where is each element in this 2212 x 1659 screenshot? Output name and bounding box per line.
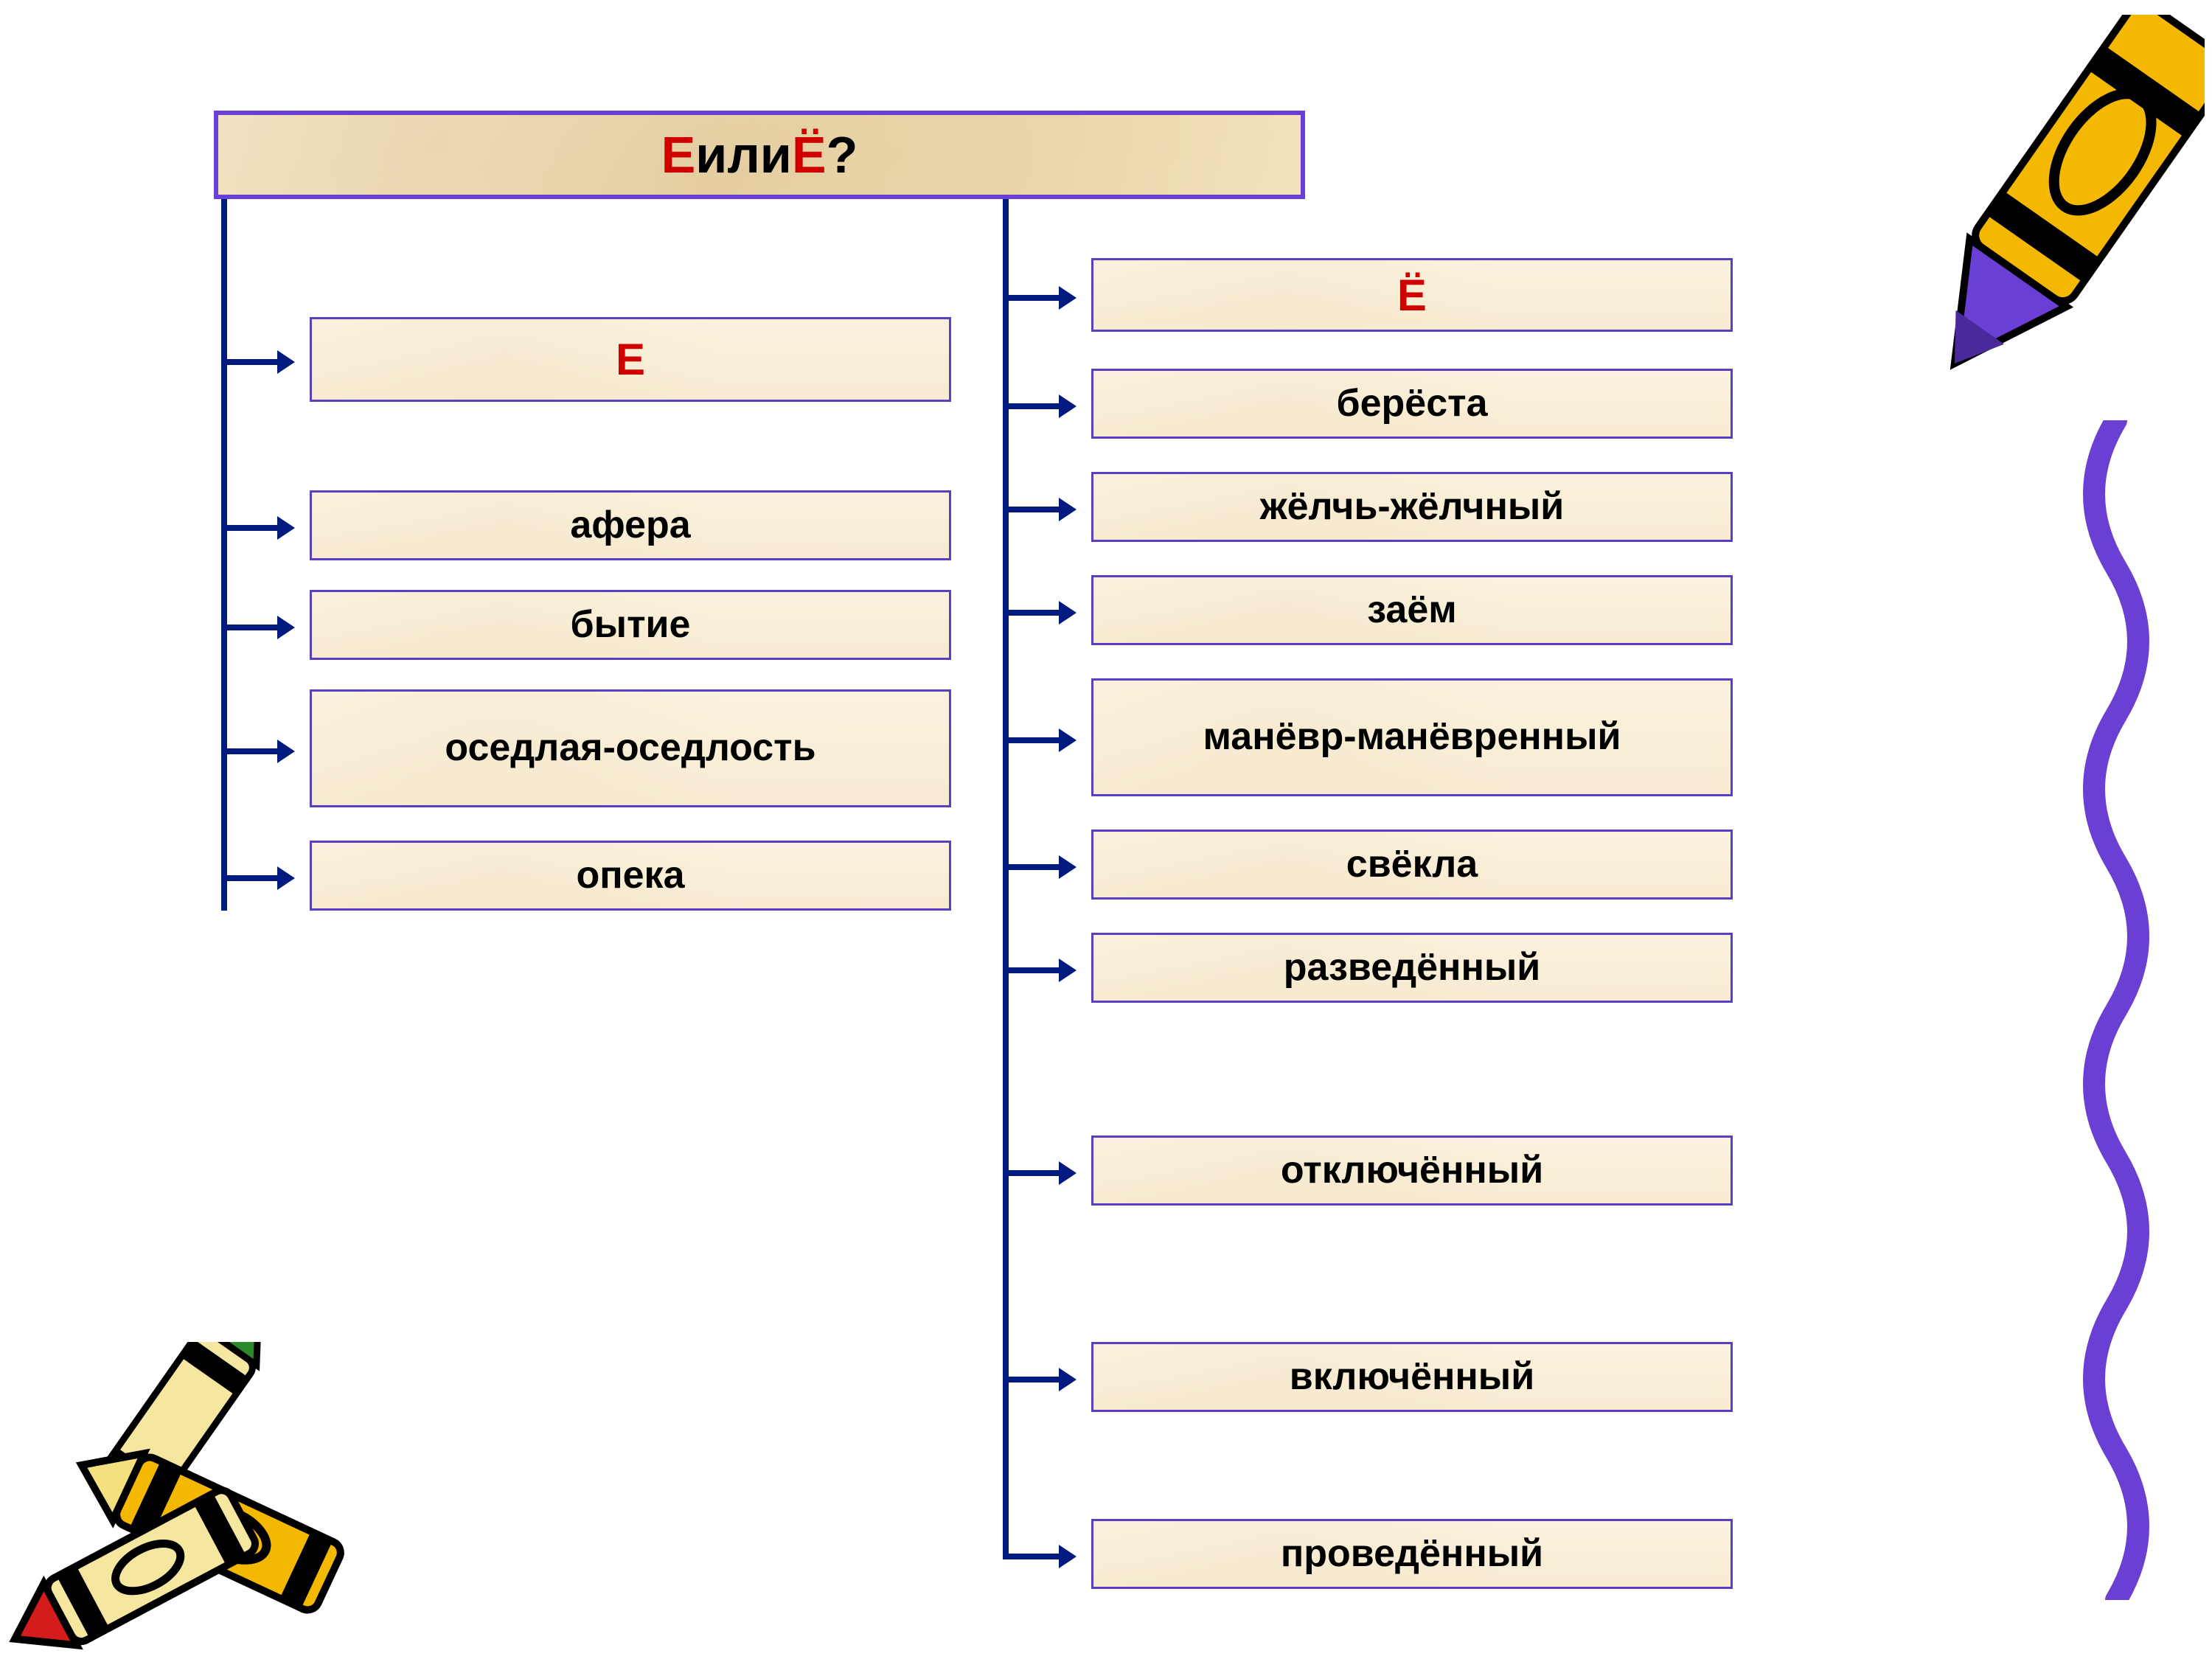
left-header-box: Е bbox=[310, 317, 951, 402]
right-item-label: жёлчь-жёлчный bbox=[1260, 485, 1565, 529]
right-arrow bbox=[1009, 1377, 1060, 1382]
right-item-label: отключённый bbox=[1281, 1149, 1543, 1193]
left-arrow bbox=[227, 359, 279, 365]
right-item-box: отключённый bbox=[1091, 1135, 1733, 1206]
title-part-e: Е bbox=[661, 125, 696, 184]
right-item-box: проведённый bbox=[1091, 1519, 1733, 1589]
right-header-box: Ё bbox=[1091, 258, 1733, 332]
right-item-label: манёвр-манёвренный bbox=[1203, 715, 1621, 759]
right-item-box: берёста bbox=[1091, 369, 1733, 439]
right-arrow bbox=[1009, 1170, 1060, 1176]
left-header-label: Е bbox=[616, 334, 645, 385]
crayon-bottom-left-icon bbox=[7, 1342, 391, 1652]
left-item-box: бытие bbox=[310, 590, 951, 660]
squiggle-icon bbox=[2065, 420, 2160, 1600]
right-item-box: включённый bbox=[1091, 1342, 1733, 1412]
crayon-top-right-icon bbox=[1924, 15, 2205, 398]
title-part-q: ? bbox=[827, 125, 858, 184]
left-arrow bbox=[227, 748, 279, 754]
right-arrow bbox=[1009, 610, 1060, 616]
left-item-label: бытие bbox=[571, 603, 691, 647]
left-arrow bbox=[227, 525, 279, 531]
right-header-label: Ё bbox=[1397, 270, 1427, 321]
right-item-box: заём bbox=[1091, 575, 1733, 645]
right-arrow bbox=[1009, 967, 1060, 973]
left-item-label: афера bbox=[570, 504, 690, 548]
right-arrow bbox=[1009, 295, 1060, 301]
right-item-label: разведённый bbox=[1284, 946, 1541, 990]
right-arrow bbox=[1009, 1554, 1060, 1559]
left-arrow bbox=[227, 625, 279, 630]
left-item-box: опека bbox=[310, 841, 951, 911]
left-item-box: оседлая-оседлость bbox=[310, 689, 951, 807]
right-item-label: берёста bbox=[1336, 382, 1487, 426]
right-item-label: проведённый bbox=[1281, 1532, 1543, 1576]
left-item-box: афера bbox=[310, 490, 951, 560]
right-item-box: жёлчь-жёлчный bbox=[1091, 472, 1733, 542]
right-item-label: заём bbox=[1367, 588, 1456, 633]
left-item-label: оседлая-оседлость bbox=[445, 726, 815, 771]
right-item-box: манёвр-манёвренный bbox=[1091, 678, 1733, 796]
title-part-yo: Ё bbox=[792, 125, 827, 184]
right-item-label: свёкла bbox=[1346, 843, 1478, 887]
right-item-label: включённый bbox=[1290, 1355, 1534, 1399]
left-item-label: опека bbox=[576, 854, 684, 898]
right-item-box: разведённый bbox=[1091, 933, 1733, 1003]
title-box: Е или Ё ? bbox=[214, 111, 1305, 199]
right-arrow bbox=[1009, 737, 1060, 743]
right-item-box: свёкла bbox=[1091, 830, 1733, 900]
right-vline bbox=[1003, 199, 1009, 1559]
left-arrow bbox=[227, 875, 279, 881]
right-arrow bbox=[1009, 403, 1060, 409]
right-arrow bbox=[1009, 864, 1060, 870]
left-vline bbox=[221, 199, 227, 911]
title-part-or: или bbox=[695, 125, 792, 184]
right-arrow bbox=[1009, 507, 1060, 512]
